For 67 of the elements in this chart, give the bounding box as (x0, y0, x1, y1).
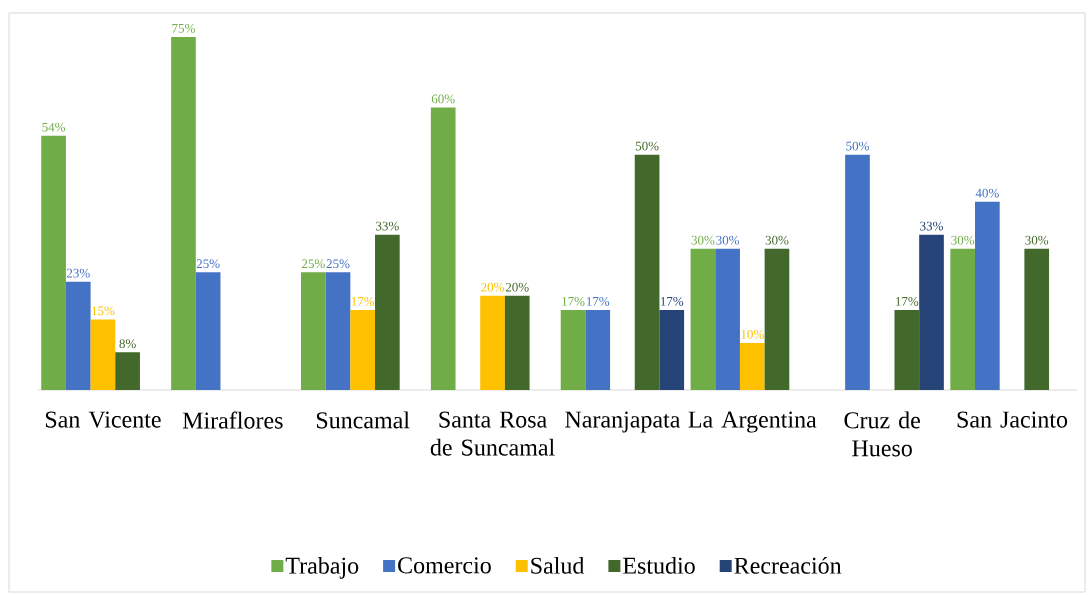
data-label: 25% (196, 259, 220, 269)
data-label: 23% (66, 268, 90, 278)
data-label: 25% (326, 259, 350, 269)
bar (634, 154, 660, 390)
data-label: 60% (431, 94, 455, 104)
data-label: 33% (376, 221, 399, 231)
bar (115, 352, 140, 390)
data-label: 15% (92, 306, 115, 316)
data-label: 54% (42, 122, 66, 132)
bar (171, 37, 196, 390)
bar (41, 135, 66, 390)
data-label: 17% (586, 296, 610, 306)
data-label: 30% (765, 235, 789, 245)
bar (1024, 248, 1050, 390)
bar (919, 234, 944, 390)
x-tick-label: San Vicente (45, 411, 161, 428)
bar (430, 107, 456, 390)
bar (195, 272, 221, 390)
bar (975, 201, 1000, 390)
x-tick-label: Miraflores (182, 411, 283, 429)
data-label: 33% (920, 221, 943, 231)
data-label: 17% (351, 296, 375, 306)
data-label: 17% (896, 296, 919, 306)
bar (560, 309, 586, 390)
bar (65, 281, 91, 390)
legend-label: Salud (531, 556, 585, 574)
x-tick-label: Naranjapata (565, 411, 681, 433)
data-label: 8% (119, 339, 136, 349)
data-label: 10% (741, 329, 764, 339)
bar (300, 272, 326, 390)
data-label: 30% (691, 235, 715, 245)
data-label: 75% (172, 23, 195, 33)
data-label: 30% (951, 235, 975, 245)
bar (480, 295, 505, 390)
data-label: 17% (562, 296, 585, 306)
bar (350, 309, 376, 390)
x-tick-label: Cruz de Hueso (844, 411, 920, 457)
bar (659, 309, 685, 390)
data-label: 50% (846, 141, 869, 151)
data-label: 30% (1025, 235, 1049, 245)
x-tick-label: La Argentina (688, 411, 817, 433)
bar (375, 234, 400, 390)
bar (90, 319, 116, 390)
data-label: 50% (635, 141, 659, 151)
x-tick-label: Suncamal (316, 411, 410, 429)
x-tick-label: San Jacinto (957, 411, 1068, 428)
legend-label: Trabajo (285, 556, 359, 579)
data-label: 17% (660, 296, 684, 306)
bar (690, 248, 716, 390)
bar (950, 248, 976, 390)
x-tick-label: Santa Rosa de Suncamal (430, 411, 555, 456)
legend-label: Comercio (398, 557, 491, 574)
legend-label: Recreación (734, 556, 842, 574)
bar (845, 154, 870, 390)
bar (894, 309, 920, 390)
bar (715, 248, 740, 390)
bar (739, 342, 765, 390)
bar (325, 272, 351, 390)
data-label: 40% (975, 188, 999, 198)
data-label: 25% (301, 259, 325, 269)
data-label: 20% (505, 282, 529, 292)
bar (504, 295, 530, 390)
legend-label: Estudio (623, 556, 695, 574)
bar (585, 309, 611, 390)
bar (764, 248, 790, 390)
data-label: 30% (716, 235, 740, 245)
data-label: 20% (481, 282, 505, 292)
